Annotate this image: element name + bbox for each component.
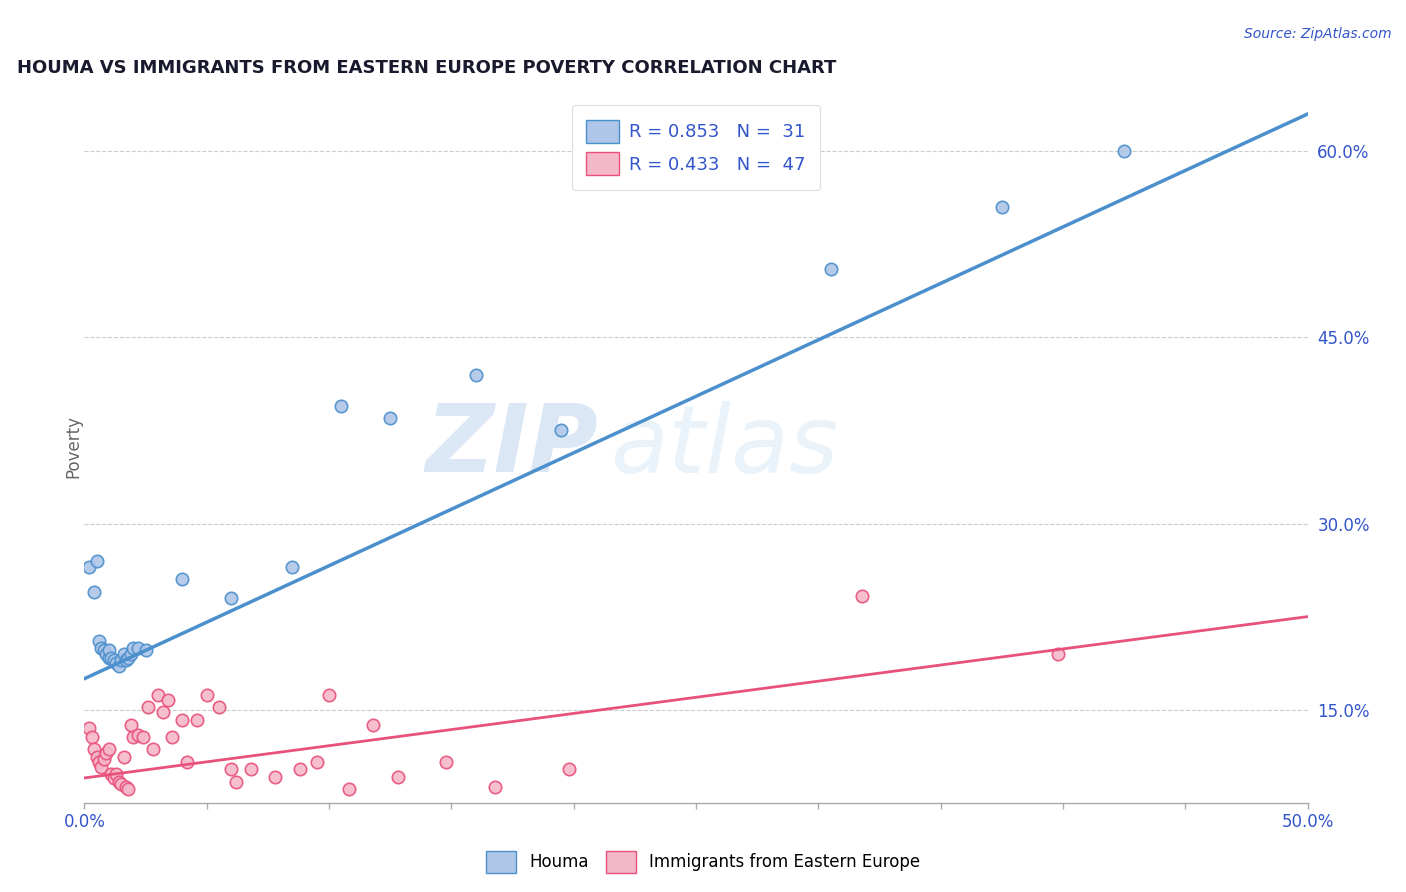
Point bbox=[550, 424, 572, 438]
Text: ZIP: ZIP bbox=[425, 400, 598, 492]
Point bbox=[97, 742, 120, 756]
Point bbox=[103, 771, 125, 785]
Point bbox=[86, 554, 108, 568]
Point bbox=[176, 755, 198, 769]
Point bbox=[1114, 145, 1136, 159]
Point bbox=[107, 774, 129, 789]
Point bbox=[146, 688, 169, 702]
Point bbox=[820, 262, 842, 277]
Point bbox=[208, 700, 231, 714]
Point bbox=[107, 659, 129, 673]
Point bbox=[96, 647, 118, 661]
Point bbox=[117, 650, 139, 665]
Text: atlas: atlas bbox=[610, 401, 838, 491]
Point bbox=[361, 717, 384, 731]
Point bbox=[142, 742, 165, 756]
Point bbox=[90, 640, 112, 655]
Point bbox=[127, 640, 149, 655]
Point bbox=[77, 560, 100, 574]
Point bbox=[281, 560, 304, 574]
Point bbox=[97, 643, 120, 657]
Point bbox=[225, 774, 247, 789]
Legend: Houma, Immigrants from Eastern Europe: Houma, Immigrants from Eastern Europe bbox=[479, 845, 927, 880]
Point bbox=[117, 782, 139, 797]
Point bbox=[851, 589, 873, 603]
Point bbox=[103, 653, 125, 667]
Point bbox=[305, 755, 328, 769]
Point bbox=[484, 780, 506, 794]
Point bbox=[152, 705, 174, 719]
Point bbox=[162, 730, 184, 744]
Point bbox=[172, 573, 194, 587]
Point bbox=[112, 647, 135, 661]
Point bbox=[387, 770, 409, 784]
Point bbox=[380, 411, 402, 425]
Point bbox=[90, 760, 112, 774]
Point bbox=[87, 755, 110, 769]
Point bbox=[135, 643, 157, 657]
Point bbox=[100, 767, 122, 781]
Point bbox=[83, 742, 105, 756]
Point bbox=[97, 650, 120, 665]
Point bbox=[127, 727, 149, 741]
Point bbox=[93, 643, 115, 657]
Text: Source: ZipAtlas.com: Source: ZipAtlas.com bbox=[1244, 27, 1392, 41]
Point bbox=[100, 650, 122, 665]
Point bbox=[219, 762, 242, 776]
Point bbox=[132, 730, 155, 744]
Y-axis label: Poverty: Poverty bbox=[65, 415, 82, 477]
Point bbox=[120, 647, 142, 661]
Point bbox=[93, 752, 115, 766]
Point bbox=[115, 780, 138, 794]
Point bbox=[330, 399, 353, 413]
Point bbox=[105, 767, 128, 781]
Text: HOUMA VS IMMIGRANTS FROM EASTERN EUROPE POVERTY CORRELATION CHART: HOUMA VS IMMIGRANTS FROM EASTERN EUROPE … bbox=[17, 59, 837, 77]
Point bbox=[464, 368, 486, 382]
Point bbox=[110, 777, 132, 791]
Point bbox=[264, 770, 287, 784]
Legend: R = 0.853   N =  31, R = 0.433   N =  47: R = 0.853 N = 31, R = 0.433 N = 47 bbox=[572, 105, 820, 190]
Point bbox=[77, 722, 100, 736]
Point bbox=[172, 713, 194, 727]
Point bbox=[96, 746, 118, 760]
Point bbox=[1047, 647, 1070, 661]
Point bbox=[122, 730, 145, 744]
Point bbox=[86, 750, 108, 764]
Point bbox=[110, 653, 132, 667]
Point bbox=[105, 656, 128, 670]
Point bbox=[436, 755, 458, 769]
Point bbox=[186, 713, 208, 727]
Point bbox=[337, 782, 360, 797]
Point bbox=[122, 640, 145, 655]
Point bbox=[80, 730, 103, 744]
Point bbox=[991, 200, 1014, 214]
Point bbox=[156, 693, 179, 707]
Point bbox=[318, 688, 340, 702]
Point bbox=[83, 584, 105, 599]
Point bbox=[115, 653, 138, 667]
Point bbox=[239, 762, 262, 776]
Point bbox=[136, 700, 159, 714]
Point bbox=[558, 762, 581, 776]
Point bbox=[87, 634, 110, 648]
Point bbox=[120, 717, 142, 731]
Point bbox=[219, 591, 242, 605]
Point bbox=[112, 750, 135, 764]
Point bbox=[195, 688, 218, 702]
Point bbox=[288, 762, 311, 776]
